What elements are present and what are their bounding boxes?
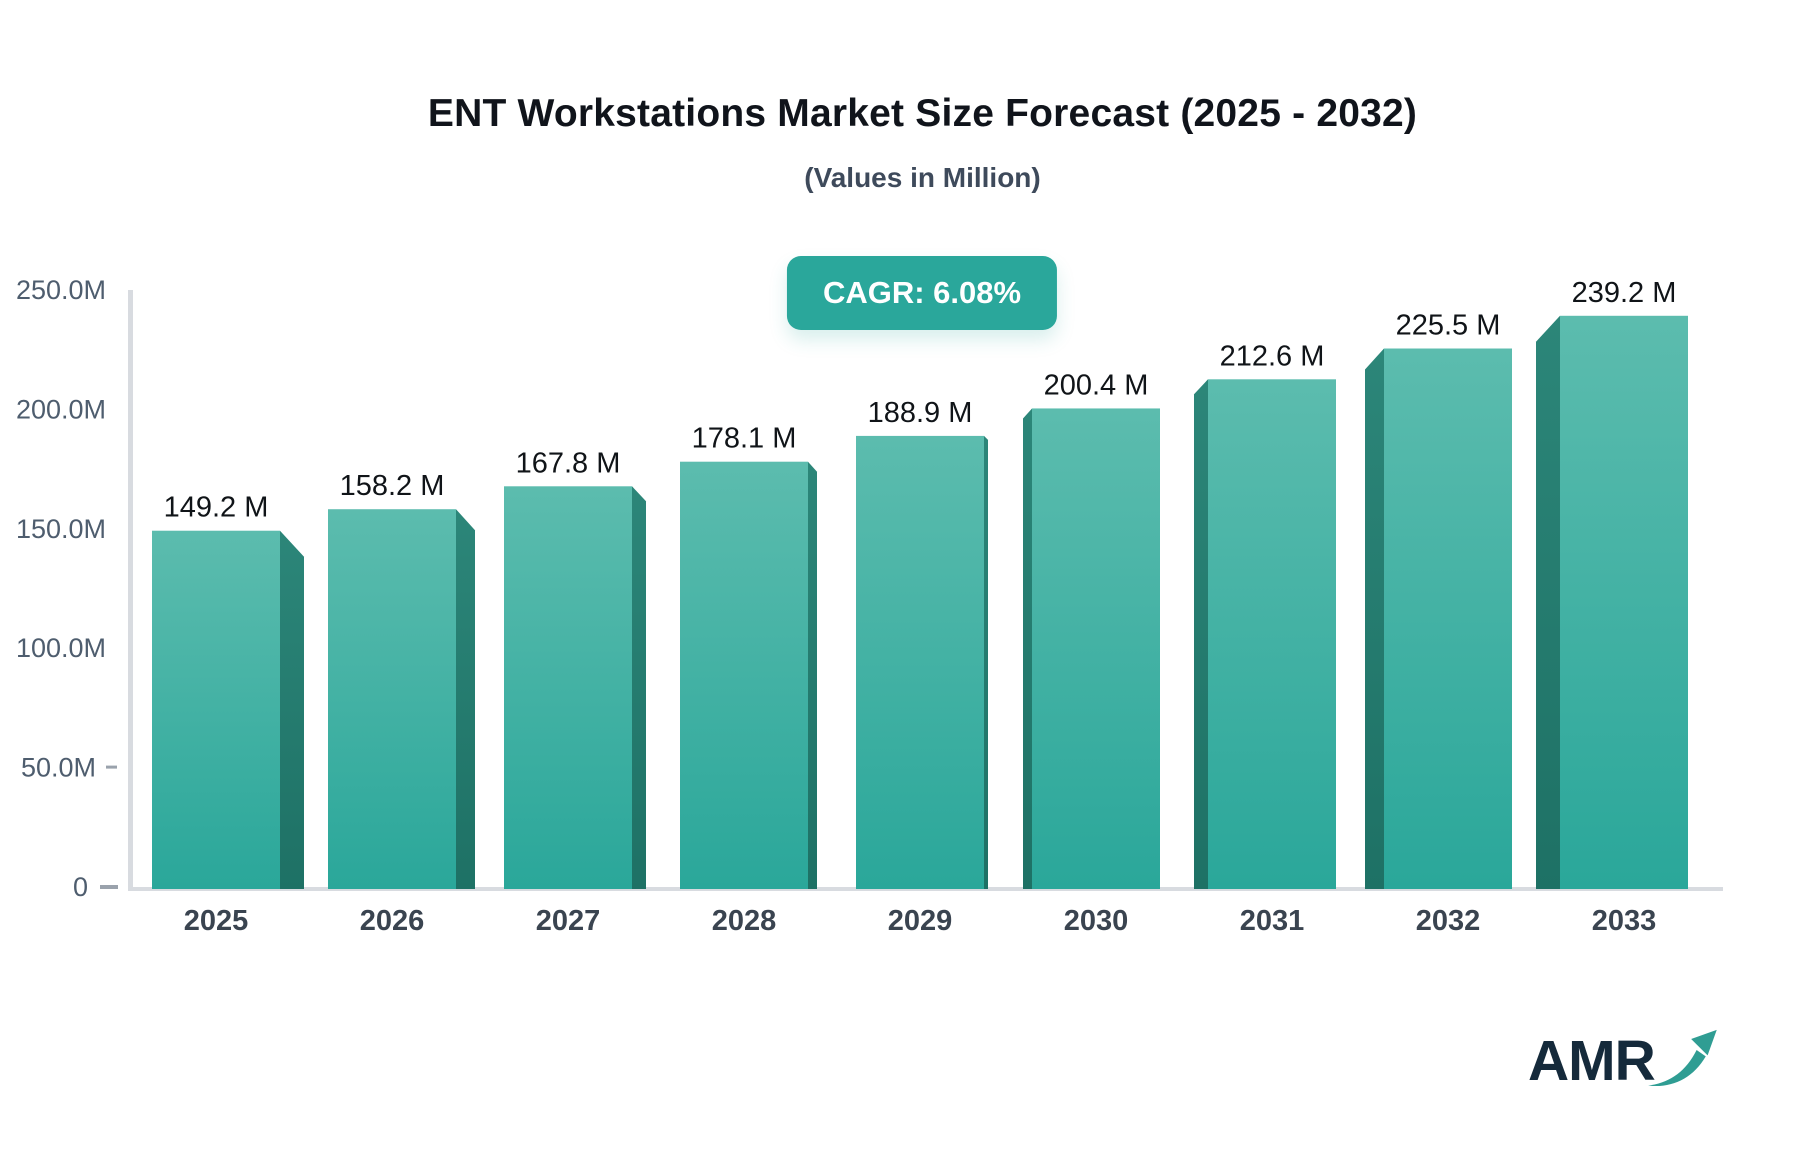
amr-logo: AMR: [1528, 1028, 1719, 1093]
bar-side-2027: [632, 486, 646, 889]
y-axis-label: 0: [73, 872, 88, 902]
bar-2032: [1384, 348, 1512, 890]
bar-value-label: 212.6 M: [1220, 340, 1325, 372]
cagr-badge-label: CAGR: 6.08%: [822, 275, 1022, 310]
bar-2025: [152, 530, 280, 889]
x-axis-label: 2025: [184, 905, 249, 937]
x-axis-label: 2030: [1064, 905, 1129, 937]
y-axis-label: 250.0M: [16, 275, 106, 305]
y-axis-label: 100.0M: [16, 633, 106, 663]
bar-value-label: 188.9 M: [868, 397, 973, 429]
bar-side-2031: [1194, 379, 1208, 889]
x-axis-label: 2029: [888, 905, 953, 937]
amr-logo-text: AMR: [1528, 1028, 1656, 1093]
growth-arrow-icon: [1647, 1029, 1717, 1087]
bar-side-2029: [984, 435, 988, 889]
bar-2027: [504, 486, 632, 889]
x-axis-label: 2027: [536, 905, 601, 937]
bar-2031: [1208, 379, 1336, 889]
bar-side-2028: [808, 461, 817, 889]
bar-2028: [680, 461, 808, 889]
bar-2033: [1560, 315, 1688, 889]
bar-value-label: 158.2 M: [340, 470, 445, 502]
y-axis-tick: [100, 885, 118, 889]
x-axis-label: 2032: [1416, 905, 1481, 937]
bar-value-label: 225.5 M: [1396, 310, 1501, 342]
chart-subtitle: (Values in Million): [804, 162, 1041, 193]
y-axis-tick: [106, 765, 117, 769]
bar-side-2032: [1365, 348, 1384, 890]
y-axis-line: [128, 290, 133, 891]
bar-2029: [856, 435, 984, 889]
bar-value-label: 239.2 M: [1572, 277, 1677, 309]
cagr-badge: CAGR: 6.08%: [786, 256, 1058, 330]
bar-side-2033: [1536, 315, 1560, 889]
chart-title: ENT Workstations Market Size Forecast (2…: [427, 92, 1418, 135]
bar-side-2026: [456, 509, 475, 889]
bar-side-2030: [1023, 408, 1032, 889]
x-axis-label: 2026: [360, 905, 425, 937]
x-axis-label: 2033: [1592, 905, 1657, 937]
y-axis-label: 150.0M: [16, 514, 106, 544]
x-axis-label: 2031: [1240, 905, 1305, 937]
chart-header: ENT Workstations Market Size Forecast (2…: [0, 92, 1800, 194]
bar-2026: [328, 509, 456, 889]
x-axis-label: 2028: [712, 905, 777, 937]
y-axis-label: 200.0M: [16, 394, 106, 424]
bar-2030: [1032, 408, 1160, 889]
bar-value-label: 200.4 M: [1044, 369, 1149, 401]
bar-value-label: 149.2 M: [164, 492, 269, 524]
bar-value-label: 167.8 M: [516, 447, 621, 479]
bar-side-2025: [280, 530, 304, 889]
bar-value-label: 178.1 M: [692, 423, 797, 455]
y-axis-label: 50.0M: [21, 753, 96, 783]
